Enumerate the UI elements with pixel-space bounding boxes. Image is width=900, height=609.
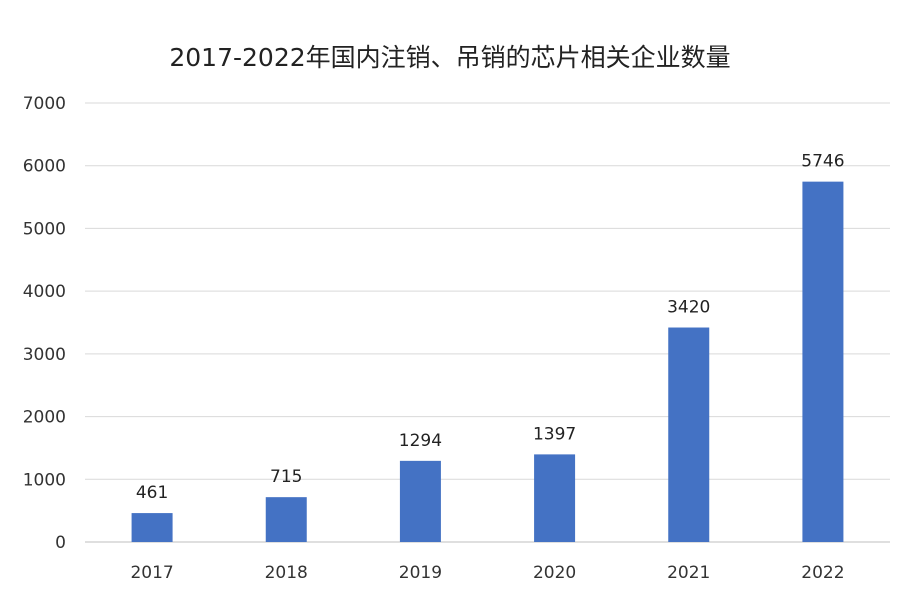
data-label-2018: 715 xyxy=(270,467,302,487)
x-tick-label-2018: 2018 xyxy=(265,563,308,583)
bar-2022 xyxy=(802,181,844,542)
bar-2021 xyxy=(668,327,710,542)
data-label-2019: 1294 xyxy=(399,431,442,451)
y-tick-label: 5000 xyxy=(23,219,66,239)
bar-2017 xyxy=(131,513,173,542)
x-tick-label-2020: 2020 xyxy=(533,563,576,583)
y-axis-ticks: 0 1000 2000 3000 4000 5000 6000 7000 xyxy=(23,94,66,553)
bar-2018 xyxy=(265,497,307,542)
x-tick-label-2022: 2022 xyxy=(801,563,844,583)
x-axis-ticks: 2017 2018 2019 2020 2021 2022 xyxy=(130,563,844,583)
y-tick-label: 7000 xyxy=(23,94,66,114)
y-tick-label: 1000 xyxy=(23,470,66,490)
x-tick-label-2021: 2021 xyxy=(667,563,710,583)
x-tick-label-2017: 2017 xyxy=(130,563,173,583)
y-tick-label: 6000 xyxy=(23,157,66,177)
data-label-2021: 3420 xyxy=(667,298,710,318)
data-label-2022: 5746 xyxy=(801,152,844,172)
gridlines xyxy=(85,102,890,543)
data-labels: 461 715 1294 1397 3420 5746 xyxy=(136,152,845,503)
data-label-2020: 1397 xyxy=(533,424,576,444)
data-label-2017: 461 xyxy=(136,483,168,503)
y-tick-label: 3000 xyxy=(23,345,66,365)
chart-title: 2017-2022年国内注销、吊销的芯片相关企业数量 xyxy=(169,43,731,72)
bars xyxy=(131,181,844,542)
x-tick-label-2019: 2019 xyxy=(399,563,442,583)
bar-2019 xyxy=(399,460,441,542)
y-tick-label: 2000 xyxy=(23,408,66,428)
y-tick-label: 0 xyxy=(55,533,66,553)
bar-2020 xyxy=(534,454,576,542)
y-tick-label: 4000 xyxy=(23,282,66,302)
